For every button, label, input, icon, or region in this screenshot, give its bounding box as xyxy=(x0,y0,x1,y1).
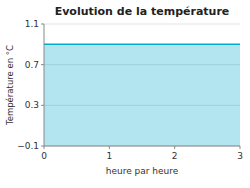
x-axis-line xyxy=(44,146,240,147)
x-tick-label: 0 xyxy=(41,151,47,161)
y-tick xyxy=(41,105,44,106)
area-fill xyxy=(44,44,240,146)
grid-line xyxy=(44,24,240,25)
x-axis-label: heure par heure xyxy=(106,166,179,176)
x-tick-label: 2 xyxy=(172,151,178,161)
x-tick xyxy=(174,146,175,149)
y-tick xyxy=(41,24,44,25)
y-tick-label: −0.1 xyxy=(17,141,39,151)
chart-container: 0 1 2 3 −0.1 0.3 0.7 1.1 Evolution de la tempéra… xyxy=(0,0,250,188)
grid-line xyxy=(44,146,240,147)
area-line xyxy=(44,44,240,46)
x-tick-label: 1 xyxy=(106,151,112,161)
chart-title: Evolution de la température xyxy=(55,5,230,18)
axes: 0 1 2 3 −0.1 0.3 0.7 1.1 xyxy=(17,19,243,161)
chart-svg: 0 1 2 3 −0.1 0.3 0.7 1.1 Evolution de la tempéra… xyxy=(0,0,250,188)
y-tick xyxy=(41,64,44,65)
x-tick xyxy=(109,146,110,149)
plot-data xyxy=(44,44,240,146)
y-tick-label: 0.3 xyxy=(25,100,39,110)
x-tick xyxy=(240,146,241,149)
y-axis-label: Température en °C xyxy=(5,45,15,126)
x-tick-label: 3 xyxy=(237,151,243,161)
y-axis-line xyxy=(44,24,45,146)
grid xyxy=(44,24,240,146)
y-tick-label: 0.7 xyxy=(25,60,39,70)
y-tick-label: 1.1 xyxy=(25,19,39,29)
y-tick xyxy=(41,146,44,147)
